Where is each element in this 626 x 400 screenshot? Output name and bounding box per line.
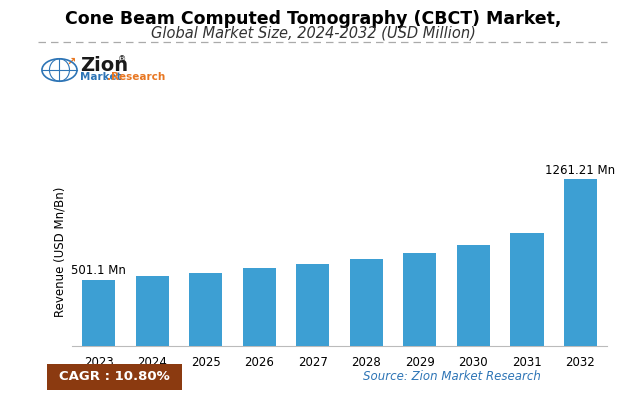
- Bar: [510, 233, 543, 346]
- Bar: [296, 264, 329, 346]
- Bar: [403, 253, 436, 346]
- Bar: [82, 280, 115, 346]
- Bar: [189, 273, 222, 346]
- Text: Cone Beam Computed Tomography (CBCT) Market,: Cone Beam Computed Tomography (CBCT) Mar…: [65, 10, 561, 28]
- Text: 501.1 Mn: 501.1 Mn: [71, 264, 126, 277]
- Bar: [136, 276, 169, 346]
- Text: .: .: [104, 72, 108, 82]
- Text: ↗: ↗: [66, 56, 75, 66]
- Text: Source: Zion Market Research: Source: Zion Market Research: [363, 370, 541, 384]
- Text: .Research: .Research: [107, 72, 165, 82]
- Text: Global Market Size, 2024-2032 (USD Million): Global Market Size, 2024-2032 (USD Milli…: [151, 26, 475, 41]
- Text: Zion: Zion: [80, 56, 128, 75]
- Bar: [457, 245, 490, 346]
- Bar: [350, 259, 383, 346]
- Y-axis label: Revenue (USD Mn/Bn): Revenue (USD Mn/Bn): [53, 187, 66, 317]
- Text: ®: ®: [118, 55, 126, 64]
- Text: CAGR : 10.80%: CAGR : 10.80%: [59, 370, 170, 384]
- Bar: [243, 268, 276, 346]
- Text: Market: Market: [80, 72, 121, 82]
- Text: 1261.21 Mn: 1261.21 Mn: [545, 164, 615, 177]
- Bar: [564, 179, 597, 346]
